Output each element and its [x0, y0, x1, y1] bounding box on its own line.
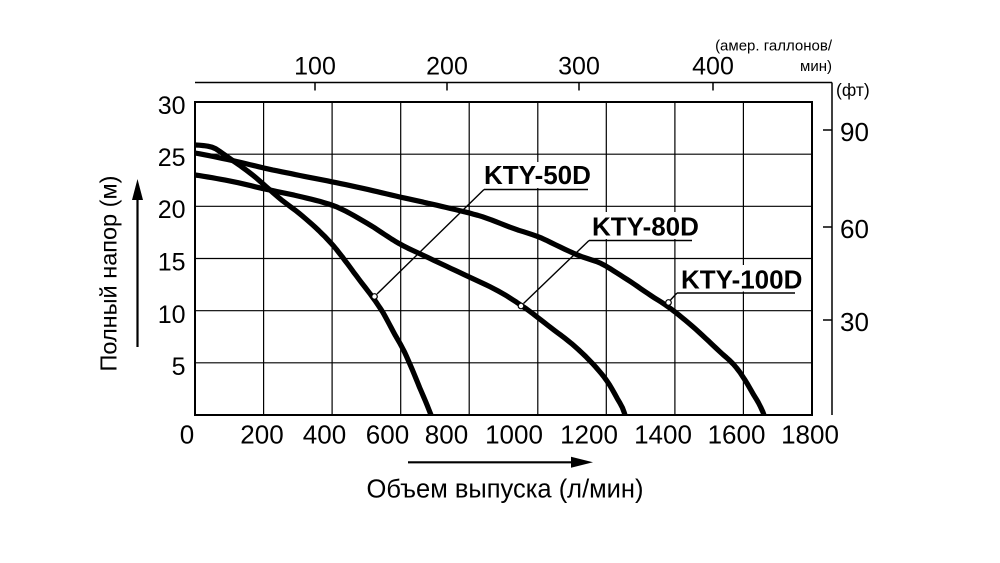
svg-text:1400: 1400 — [634, 420, 692, 450]
svg-text:мин): мин) — [800, 58, 832, 75]
svg-text:60: 60 — [840, 214, 869, 244]
svg-text:400: 400 — [692, 53, 734, 81]
svg-text:200: 200 — [426, 53, 468, 81]
svg-text:10: 10 — [158, 301, 186, 329]
svg-text:400: 400 — [303, 420, 346, 450]
svg-text:KTY-50D: KTY-50D — [484, 160, 591, 190]
svg-text:800: 800 — [425, 420, 468, 450]
svg-text:KTY-100D: KTY-100D — [681, 265, 802, 295]
svg-text:600: 600 — [366, 420, 409, 450]
svg-text:Полный напор (м): Полный напор (м) — [96, 176, 122, 372]
svg-text:KTY-80D: KTY-80D — [592, 212, 699, 242]
svg-text:20: 20 — [158, 196, 186, 224]
svg-text:1600: 1600 — [708, 420, 766, 450]
svg-text:200: 200 — [240, 420, 283, 450]
svg-text:0: 0 — [180, 420, 194, 450]
svg-text:1800: 1800 — [781, 420, 839, 450]
svg-text:90: 90 — [840, 117, 869, 147]
svg-text:5: 5 — [172, 353, 186, 381]
svg-text:(амер. галлонов/: (амер. галлонов/ — [715, 38, 833, 55]
svg-text:1000: 1000 — [485, 420, 543, 450]
svg-text:1200: 1200 — [560, 420, 618, 450]
svg-text:Объем выпуска (л/мин): Объем выпуска (л/мин) — [366, 476, 643, 504]
svg-text:(фт): (фт) — [836, 80, 870, 100]
svg-text:25: 25 — [158, 144, 186, 172]
svg-text:15: 15 — [158, 249, 186, 277]
svg-text:30: 30 — [840, 307, 869, 337]
svg-text:100: 100 — [294, 53, 336, 81]
svg-text:30: 30 — [158, 92, 186, 120]
svg-text:300: 300 — [558, 53, 600, 81]
